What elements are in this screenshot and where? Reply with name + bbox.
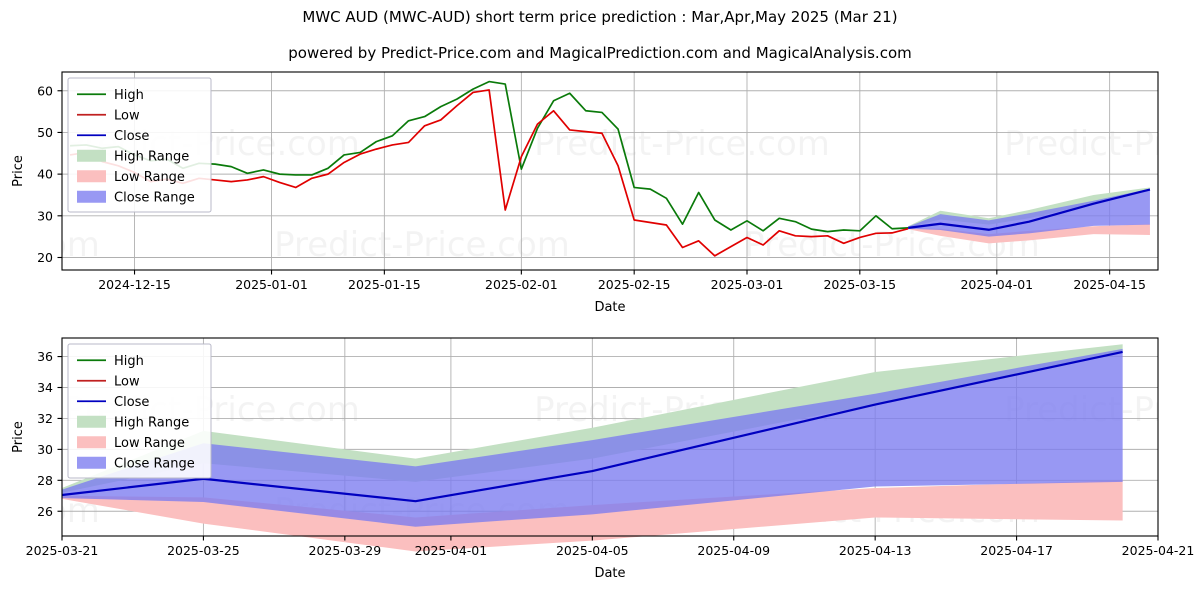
legend-label: High Range <box>114 415 189 430</box>
low-range-band <box>908 224 1150 244</box>
y-tick-label: 32 <box>37 411 53 426</box>
x-tick-label: 2025-04-17 <box>980 543 1053 558</box>
y-tick-label: 50 <box>37 125 53 140</box>
legend-label: High <box>114 88 144 103</box>
x-tick-label: 2025-04-21 <box>1122 543 1195 558</box>
y-tick-label: 36 <box>37 349 53 364</box>
x-tick-label: 2025-03-15 <box>823 277 896 292</box>
legend-label: Close Range <box>114 190 195 205</box>
close-range-band <box>908 188 1150 237</box>
high-range-band <box>62 344 1123 493</box>
x-tick-label: 2025-04-01 <box>960 277 1033 292</box>
legend-swatch-patch <box>77 149 106 162</box>
x-tick-label: 2025-04-05 <box>556 543 629 558</box>
page-subtitle: powered by Predict-Price.com and Magical… <box>288 44 912 62</box>
x-axis-label: Date <box>594 300 625 315</box>
legend-swatch-patch <box>77 415 106 428</box>
x-tick-label: 2025-01-15 <box>348 277 421 292</box>
chart-panel-overview: Predict-Price.com Predict-Price.com Predic… <box>0 71 1200 315</box>
legend-label: Close <box>114 129 149 144</box>
chart-panel-zoom: Predict-Price.comPredict-Price.comPredic… <box>11 337 1195 581</box>
y-tick-label: 30 <box>37 442 53 457</box>
x-tick-label: 2025-03-21 <box>26 543 99 558</box>
watermark-text: Predict-Price.com <box>1004 124 1200 164</box>
y-tick-label: 28 <box>37 473 53 488</box>
close-line <box>908 188 1151 231</box>
x-tick-label: 2025-04-09 <box>697 543 770 558</box>
x-tick-label: 2025-02-15 <box>598 277 671 292</box>
legend-label: High Range <box>114 149 189 164</box>
legend-swatch-patch <box>77 190 106 203</box>
close-range-band <box>62 348 1123 527</box>
high-range-band <box>908 187 1150 228</box>
axes-frame-overview <box>61 71 1159 271</box>
y-tick-label: 26 <box>37 504 53 519</box>
legend-swatch-patch <box>77 436 106 449</box>
x-tick-label: 2025-03-29 <box>309 543 382 558</box>
legend-zoom: High Low Close High Range Low Range Close Ran… <box>67 343 212 479</box>
watermark-text: Predict-Price.com <box>274 225 570 265</box>
x-tick-label: 2025-04-13 <box>839 543 912 558</box>
watermark-group-overview: Predict-Price.com Predict-Price.com Predic… <box>0 124 1200 265</box>
y-tick-label: 20 <box>37 250 53 265</box>
legend-swatch-patch <box>77 170 106 183</box>
y-tick-label: 30 <box>37 208 53 223</box>
legend-overview: High Low Close High Range Low Range Close Ran… <box>67 77 212 213</box>
legend-label: Low <box>114 374 140 389</box>
legend-label: Close <box>114 395 149 410</box>
x-tick-label: 2024-12-15 <box>98 277 171 292</box>
legend-swatch-patch <box>77 456 106 469</box>
legend-label: Low <box>114 108 140 123</box>
y-tick-label: 60 <box>37 83 53 98</box>
x-tick-label: 2025-04-15 <box>1073 277 1146 292</box>
low-range-band <box>62 480 1123 552</box>
close-line <box>61 350 1123 503</box>
x-tick-label: 2025-03-01 <box>711 277 784 292</box>
page-title: MWC AUD (MWC-AUD) short term price predi… <box>302 8 898 26</box>
y-axis-label: Price <box>11 155 26 187</box>
watermark-text: Predict-Price.com <box>0 225 100 265</box>
legend-label: Low Range <box>114 170 185 185</box>
x-axis-label: Date <box>594 566 625 581</box>
legend-label: Close Range <box>114 456 195 471</box>
legend-label: High <box>114 354 144 369</box>
x-tick-label: 2025-02-01 <box>485 277 558 292</box>
x-tick-label: 2025-01-01 <box>235 277 308 292</box>
y-axis-label: Price <box>11 421 26 453</box>
legend-label: Low Range <box>114 436 185 451</box>
x-tick-label: 2025-03-25 <box>167 543 240 558</box>
axes-frame-zoom <box>61 337 1159 537</box>
x-tick-label: 2025-04-01 <box>415 543 488 558</box>
y-tick-label: 40 <box>37 167 53 182</box>
y-tick-label: 34 <box>37 380 53 395</box>
